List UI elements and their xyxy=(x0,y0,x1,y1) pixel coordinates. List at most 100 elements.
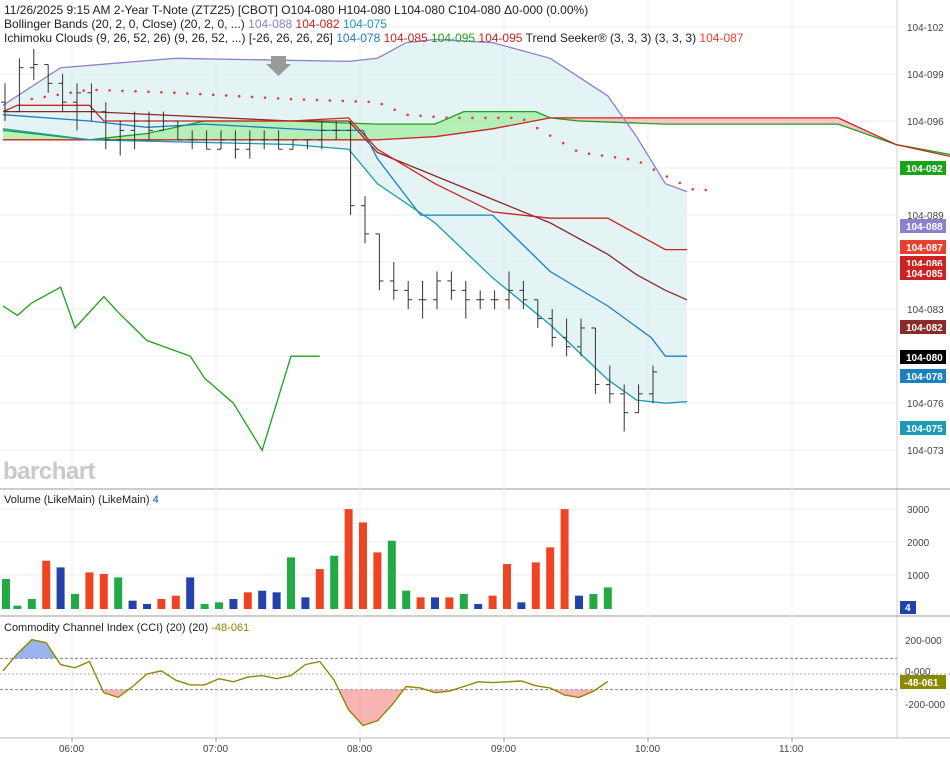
volume-bar xyxy=(445,597,454,609)
trend-seeker-dot xyxy=(289,97,293,101)
bollinger-upper-value: 104-088 xyxy=(248,17,293,31)
volume-bar xyxy=(2,579,10,609)
price-tag-box xyxy=(900,421,946,435)
trend-seeker-dot xyxy=(380,102,384,106)
volume-last-tag-label: 4 xyxy=(905,603,911,614)
ohlc-bar xyxy=(245,130,254,159)
trend-seeker-dot xyxy=(587,152,591,156)
trend-seeker-dot xyxy=(276,97,280,100)
header-line-bollinger[interactable]: Bollinger Bands (20, 2, 0, Close) (20, 2… xyxy=(4,17,387,31)
price-tick-label: 104-099 xyxy=(907,70,944,81)
ohlc-bar xyxy=(533,299,542,328)
trend-seeker-dot xyxy=(704,188,708,192)
ohlc-bar xyxy=(58,73,67,112)
trend-seeker-dot xyxy=(263,96,267,99)
trend-seeker-dot xyxy=(406,113,409,117)
trend-seeker-dot xyxy=(652,168,656,171)
trend-seeker-dot xyxy=(535,126,539,130)
trend-seeker-dot xyxy=(237,94,241,98)
volume-bar xyxy=(13,605,22,609)
header-line-ichimoku[interactable]: Ichimoku Clouds (9, 26, 52, 26) (9, 26, … xyxy=(4,31,743,45)
volume-bar xyxy=(416,597,425,609)
cci-header[interactable]: Commodity Channel Index (CCI) (20) (20) … xyxy=(4,621,249,635)
ichimoku-conversion-value: 104-078 xyxy=(336,31,381,45)
volume-bar xyxy=(531,562,540,609)
cci-label: Commodity Channel Index (CCI) (20) xyxy=(4,622,186,634)
volume-value: 4 xyxy=(152,494,159,506)
price-tick-label: 104-089 xyxy=(907,211,944,222)
cci-extreme-fill xyxy=(553,689,596,698)
ohlc-bar xyxy=(389,262,398,300)
ohlc-bar xyxy=(116,121,125,156)
ichimoku-lagging-line xyxy=(2,286,320,452)
ohlc-bar xyxy=(202,130,211,150)
volume-params: (LikeMain) xyxy=(98,494,150,506)
time-tick-label: 08:00 xyxy=(347,744,372,755)
trend-seeker-dot xyxy=(639,161,643,164)
volume-bar xyxy=(56,567,65,609)
volume-bar xyxy=(243,592,252,609)
volume-tick-label: 3000 xyxy=(907,505,930,516)
ohlc-bar xyxy=(505,271,513,310)
trend-seeker-dot xyxy=(367,100,371,104)
volume-bar xyxy=(157,599,166,609)
price-tag-label: 104-078 xyxy=(906,372,943,383)
price-tag-box xyxy=(900,219,946,233)
volume-bar xyxy=(301,597,310,609)
price-tag: 104-080 xyxy=(900,350,946,364)
quote-instrument: 2-Year T-Note (ZTZ25) [CBOT] xyxy=(113,3,278,17)
volume-bar xyxy=(272,592,281,609)
trend-seeker-dot xyxy=(678,181,682,185)
cci-tick-label: 0-000 xyxy=(905,667,931,678)
ohlc-bar xyxy=(605,365,614,404)
volume-tick-label: 2000 xyxy=(907,538,930,549)
trend-seeker-dot xyxy=(626,157,630,161)
cci-tick-label: 200-000 xyxy=(905,636,942,647)
trend-seeker-dot xyxy=(198,92,202,96)
price-tag-label: 104-088 xyxy=(906,222,943,233)
bollinger-lower-value: 104-075 xyxy=(342,17,387,31)
bollinger-upper-line xyxy=(2,38,688,193)
volume-bar xyxy=(459,594,468,609)
price-tag: 104-078 xyxy=(900,369,946,383)
trend-seeker-dot xyxy=(497,116,500,120)
trend-seeker-dot xyxy=(548,134,552,137)
volume-bar xyxy=(171,595,180,609)
header-line-quote: 11/26/2025 9:15 AM 2-Year T-Note (ZTZ25)… xyxy=(4,3,588,17)
price-tag-box xyxy=(900,240,946,254)
trend-seeker-dot xyxy=(30,97,34,101)
volume-bar xyxy=(546,547,555,609)
ohlc-bar xyxy=(29,48,38,81)
volume-bar xyxy=(488,595,497,609)
price-tag: 104-082 xyxy=(900,320,946,334)
price-tag-label: 104-086 xyxy=(906,259,943,270)
trend-seeker-dot xyxy=(328,99,332,102)
volume-bar xyxy=(27,599,36,609)
volume-bar xyxy=(200,604,209,609)
ohlc-bar xyxy=(188,130,197,150)
barchart-watermark: barchart xyxy=(3,458,96,485)
trend-seeker-dot xyxy=(561,141,565,145)
time-tick-label: 07:00 xyxy=(203,744,228,755)
trend-seeker-dot xyxy=(95,88,98,92)
trend-seeker-dot xyxy=(56,93,60,97)
ohlc-bar xyxy=(490,290,499,310)
ohlc-bar xyxy=(317,121,326,150)
trend-seeker-dot xyxy=(186,92,189,95)
volume-bar xyxy=(560,509,569,609)
ohlc-bar xyxy=(447,271,456,300)
price-tick-label: 104-076 xyxy=(907,399,944,410)
volume-header[interactable]: Volume (LikeMain) (LikeMain) 4 xyxy=(4,493,159,507)
volume-bar xyxy=(575,595,583,609)
cci-value: -48-061 xyxy=(211,622,250,634)
quote-ohlc: O104-080 H104-080 L104-080 C104-080 xyxy=(281,3,501,17)
trend-seeker-dot xyxy=(432,115,435,119)
ohlc-bar xyxy=(361,196,369,244)
ichimoku-span-b-value: 104-095 xyxy=(478,31,523,45)
cci-last-tag-label: -48-061 xyxy=(904,678,939,689)
ohlc-bar xyxy=(1,83,9,121)
ichimoku-span-a-value: 104-095 xyxy=(431,31,476,45)
bollinger-mid-line xyxy=(3,110,688,301)
ohlc-bar xyxy=(519,280,528,310)
